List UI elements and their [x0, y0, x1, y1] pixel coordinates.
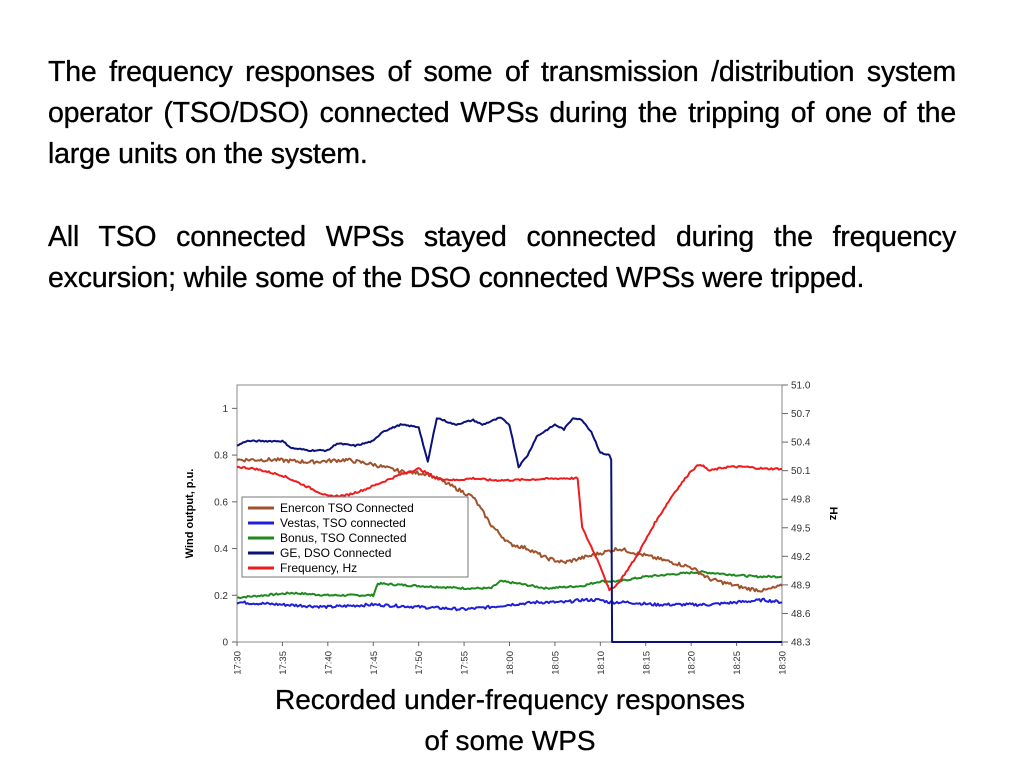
summary-paragraph: All TSO connected WPSs stayed connected …	[48, 221, 957, 294]
x-tick-label: 17:40	[323, 651, 334, 675]
legend-label: Enercon TSO Connected	[280, 501, 414, 515]
x-tick-label: 18:10	[596, 651, 607, 675]
y2-tick-label: 50.7	[791, 409, 811, 420]
series-line-vestas	[236, 597, 783, 612]
legend-label: Frequency, Hz	[280, 561, 357, 575]
y-tick-label: 1	[222, 404, 228, 415]
figure-caption: Recorded under-frequency responses of so…	[180, 679, 840, 761]
x-tick-label: 18:20	[687, 651, 698, 675]
x-tick-label: 18:15	[641, 651, 652, 675]
intro-paragraph: The frequency responses of some of trans…	[48, 56, 957, 170]
caption-line-1: Recorded under-frequency responses	[274, 684, 746, 715]
series-line-bonus	[236, 570, 783, 600]
y-tick-label: 0	[222, 638, 228, 649]
y2-tick-label: 48.6	[791, 609, 811, 620]
legend-label: Vestas, TSO connected	[280, 516, 406, 530]
legend-label: Bonus, TSO Connected	[280, 531, 407, 545]
caption-line-2: of some WPS	[424, 725, 596, 756]
x-tick-label: 18:00	[505, 651, 516, 675]
series-line-ge	[236, 416, 782, 643]
series-line-frequency	[236, 463, 783, 592]
x-tick-label: 17:35	[278, 651, 289, 675]
x-tick-label: 18:30	[778, 651, 789, 675]
y2-tick-label: 48.9	[791, 580, 811, 591]
plot-area: 0 0.2 0.4 0.6 0.8 1 48.3 48.6 48.9 49.2 49.5 49.8 50…	[184, 381, 839, 675]
y2-tick-label: 51.0	[791, 381, 811, 392]
y2-tick-label: 50.4	[791, 438, 811, 449]
y2-tick-label: 49.5	[791, 523, 811, 534]
frequency-response-chart: 0 0.2 0.4 0.6 0.8 1 48.3 48.6 48.9 49.2 49.5 49.8 50…	[184, 381, 839, 675]
y-tick-label: 0.2	[214, 591, 228, 602]
y2-tick-label: 48.3	[791, 638, 811, 649]
x-tick-label: 17:55	[460, 651, 471, 675]
y2-axis-title: Hz	[827, 507, 839, 521]
legend-box	[241, 496, 469, 578]
x-tick-label: 18:05	[550, 651, 561, 675]
x-tick-label: 17:45	[369, 651, 380, 675]
y2-tick-label: 49.2	[791, 552, 811, 563]
x-tick-label: 17:30	[233, 651, 244, 675]
y-tick-label: 0.6	[214, 497, 228, 508]
y-tick-label: 0.8	[214, 451, 228, 462]
x-tick-label: 18:25	[732, 651, 743, 675]
y2-tick-label: 49.8	[791, 495, 811, 506]
y-tick-label: 0.4	[214, 544, 228, 555]
legend-label: GE, DSO Connected	[280, 546, 391, 560]
y-axis-title: Wind output, p.u.	[184, 469, 196, 559]
series-line-enercon	[236, 457, 783, 593]
x-tick-label: 17:50	[414, 651, 425, 675]
y2-tick-label: 50.1	[791, 466, 811, 477]
